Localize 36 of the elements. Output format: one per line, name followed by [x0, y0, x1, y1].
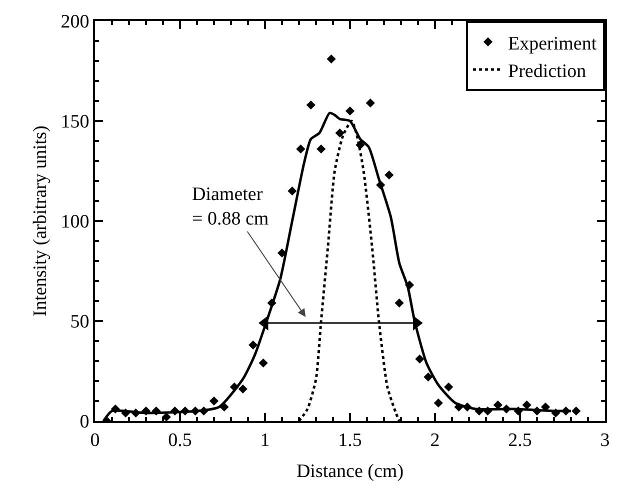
point	[366, 98, 375, 108]
point	[522, 400, 532, 410]
point	[424, 372, 433, 382]
x-axis-title: Distance (cm)	[296, 461, 404, 482]
point	[335, 128, 344, 138]
y-tick-label: 150	[60, 112, 90, 133]
point	[316, 144, 326, 154]
point	[326, 54, 336, 64]
point	[384, 170, 394, 180]
y-tick-label: 100	[60, 212, 90, 233]
point	[394, 298, 404, 308]
point	[209, 396, 219, 406]
point	[288, 186, 297, 196]
point	[434, 398, 443, 408]
x-tick-label: 2	[430, 430, 440, 451]
point	[444, 382, 454, 392]
point	[238, 384, 248, 394]
x-tick-label: 0.5	[168, 430, 192, 451]
annotation: Diameter = 0.88 cm	[192, 184, 269, 230]
y-axis-title: Intensity (arbitrary units)	[30, 125, 51, 317]
point	[296, 144, 306, 154]
point	[345, 106, 355, 116]
y-tick-label: 200	[60, 12, 90, 33]
x-tick-label: 2.5	[508, 430, 532, 451]
y-tick-label: 0	[80, 412, 90, 433]
legend-label: Experiment	[508, 33, 598, 54]
x-tick-label: 3	[600, 430, 610, 451]
x-tick-label: 1	[260, 430, 270, 451]
legend-label: Prediction	[508, 60, 587, 82]
point	[248, 340, 258, 350]
point	[258, 358, 268, 368]
point	[415, 354, 424, 364]
point	[306, 100, 316, 110]
x-tick-label: 1.5	[338, 430, 362, 451]
point	[572, 406, 581, 416]
y-tick-label: 50	[70, 312, 90, 333]
